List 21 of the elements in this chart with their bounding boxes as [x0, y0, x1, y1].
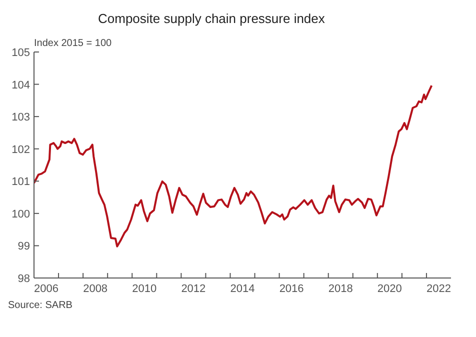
x-tick-label: 2022: [426, 283, 451, 295]
chart-title: Composite supply chain pressure index: [97, 10, 326, 28]
line-series: [34, 84, 433, 248]
x-tick-label: 2012: [181, 283, 206, 295]
x-tick-label: 2010: [132, 283, 157, 295]
y-tick-label: 99: [18, 240, 30, 253]
y-tick-label: 104: [12, 79, 30, 92]
y-tick-label: 101: [12, 176, 30, 188]
x-tick-label: 2018: [328, 283, 353, 295]
x-tick-label: 2014: [230, 283, 255, 295]
x-tick-label: 2008: [83, 283, 108, 295]
y-tick-label: 100: [12, 208, 30, 220]
source-note: Source: SARB: [8, 300, 74, 311]
y-tick-label: 105: [12, 47, 30, 59]
y-tick-label: 103: [12, 112, 30, 124]
x-tick-label: 2006: [34, 283, 59, 295]
x-tick-label: 2016: [279, 283, 304, 295]
y-tick-label: 102: [12, 144, 30, 156]
x-tick-label: 2020: [377, 283, 402, 295]
y-axis-title: Index 2015 = 100: [34, 38, 112, 49]
y-tick-label: 98: [18, 273, 30, 285]
